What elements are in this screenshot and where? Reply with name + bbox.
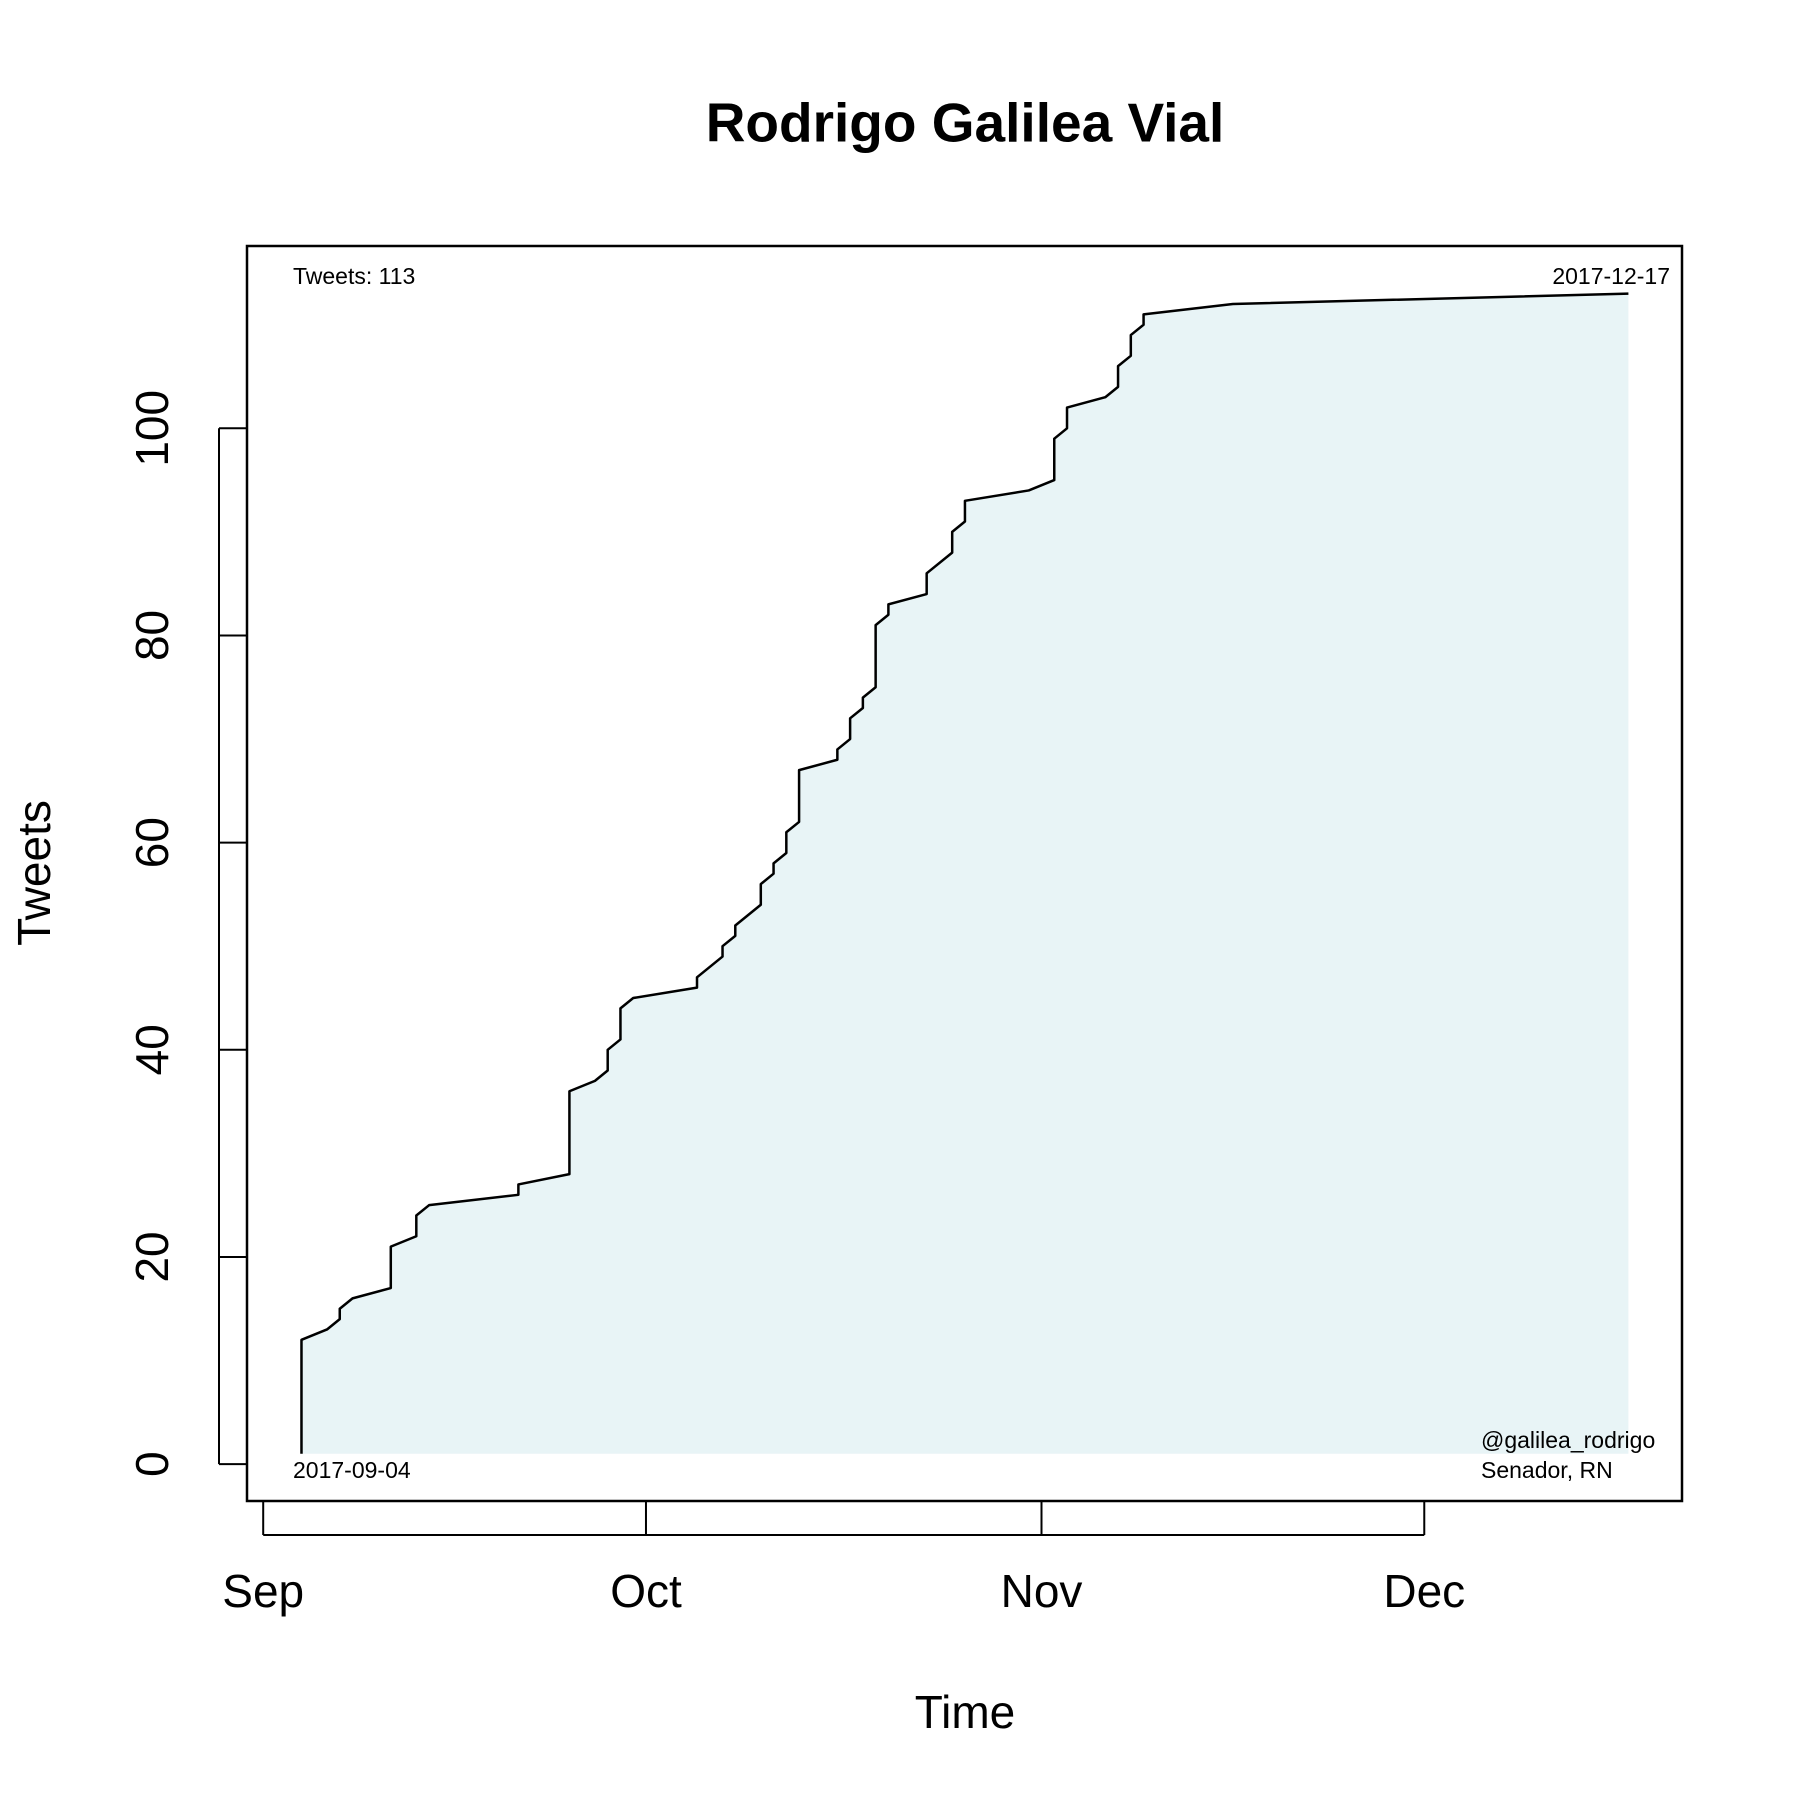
line (300, 292, 1629, 1454)
x-tick-label: Nov (1001, 1565, 1083, 1617)
annotation: Senador, RN (1481, 1457, 1613, 1483)
chart-title: Rodrigo Galilea Vial (706, 92, 1225, 154)
x-tick-label: Dec (1383, 1565, 1465, 1617)
y-tick-label: 100 (126, 390, 178, 467)
y-tick-label: 40 (126, 1024, 178, 1075)
plot-frame (245, 244, 1684, 1503)
annotation: @galilea_rodrigo (1481, 1427, 1655, 1453)
y-axis-title: Tweets (8, 800, 60, 946)
annotation: 2017-09-04 (293, 1457, 411, 1483)
area-fill (301, 293, 1629, 1454)
y-tick-label: 20 (126, 1231, 178, 1282)
x-axis-title: Time (915, 1686, 1016, 1738)
y-tick-label: 0 (126, 1451, 178, 1477)
x-tick-label: Sep (222, 1565, 304, 1617)
annotation: Tweets: 113 (293, 263, 415, 289)
x-tick-label: Oct (610, 1565, 682, 1617)
annotation: 2017-12-17 (1552, 263, 1670, 289)
y-tick-label: 80 (126, 610, 178, 661)
y-tick-label: 60 (126, 817, 178, 868)
